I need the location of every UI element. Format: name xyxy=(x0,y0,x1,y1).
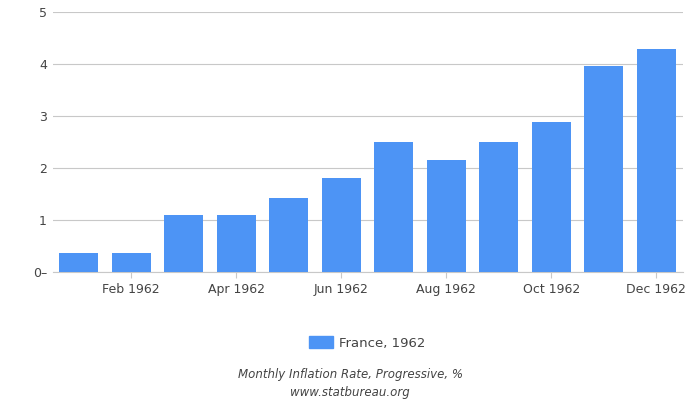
Bar xyxy=(321,178,361,272)
Bar xyxy=(59,253,99,272)
Legend: France, 1962: France, 1962 xyxy=(309,336,426,350)
Text: Monthly Inflation Rate, Progressive, %: Monthly Inflation Rate, Progressive, % xyxy=(237,368,463,381)
Bar xyxy=(426,160,466,272)
Bar xyxy=(216,215,256,272)
Bar xyxy=(636,50,676,272)
Bar xyxy=(269,198,309,272)
Bar xyxy=(479,142,519,272)
Bar xyxy=(111,253,151,272)
Bar xyxy=(374,142,414,272)
Text: www.statbureau.org: www.statbureau.org xyxy=(290,386,410,399)
Bar xyxy=(164,215,204,272)
Bar xyxy=(584,66,624,272)
Bar xyxy=(531,122,571,272)
